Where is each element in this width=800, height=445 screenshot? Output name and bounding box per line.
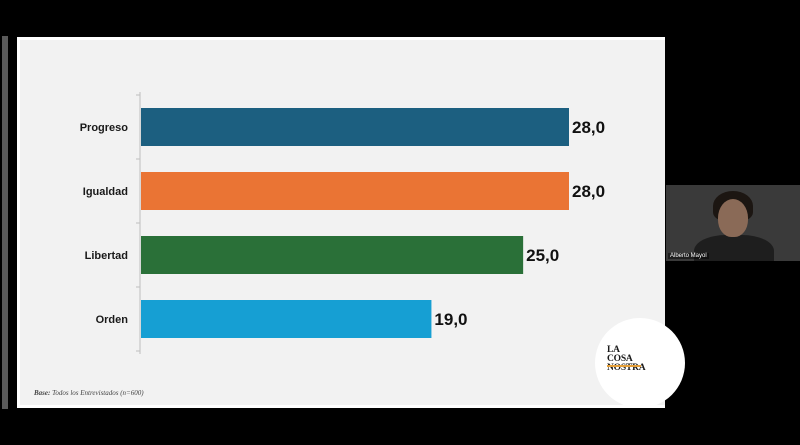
bar-progreso [141, 108, 569, 146]
participant-name: Alberto Mayol [668, 253, 709, 259]
logo-line-2: NOSTRA [607, 363, 646, 373]
category-label: Libertad [85, 250, 128, 262]
bar-chart: Progreso 28,0 Igualdad 28,0 Libertad 25,0 Orde… [80, 92, 605, 354]
presentation-slide: Progreso 28,0 Igualdad 28,0 Libertad 25,0 Orde… [17, 37, 665, 408]
logo: LA COSA NOSTRA [607, 345, 647, 373]
value-label: 28,0 [572, 118, 605, 137]
footnote-text: Todos los Entrevistados (n=600) [50, 389, 144, 397]
bar-igualdad [141, 172, 569, 210]
category-label: Progreso [80, 122, 129, 134]
value-label: 25,0 [526, 246, 559, 265]
category-label: Orden [96, 314, 129, 326]
logo-badge [595, 318, 685, 408]
logo-line-1: LA COSA [607, 345, 633, 364]
footnote: Base: Todos los Entrevistados (n=600) [34, 389, 144, 397]
participant-body [694, 235, 774, 261]
window-edge [2, 36, 8, 409]
footnote-bold: Base: [34, 389, 51, 397]
bar-libertad [141, 236, 524, 274]
participant-face [718, 199, 748, 237]
value-label: 19,0 [434, 310, 467, 329]
participant-video-tile[interactable]: Alberto Mayol [666, 185, 800, 261]
bar-orden [141, 300, 432, 338]
value-label: 28,0 [572, 182, 605, 201]
category-label: Igualdad [83, 186, 128, 198]
logo-accent-bar [607, 365, 641, 367]
